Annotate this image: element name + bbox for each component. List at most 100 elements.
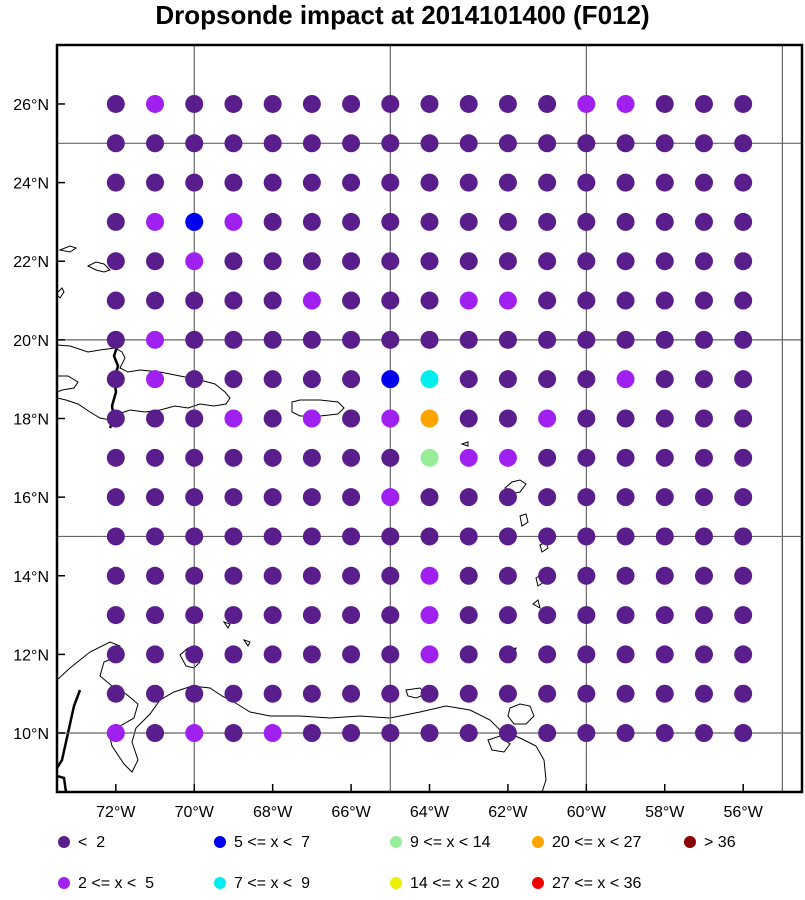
impact-point <box>538 94 557 113</box>
impact-point <box>498 212 517 231</box>
legend-item: 20 <= x < 27 <box>532 834 641 852</box>
impact-point <box>381 606 400 625</box>
impact-point <box>694 448 713 467</box>
impact-point <box>381 252 400 271</box>
impact-point <box>616 645 635 664</box>
impact-point <box>302 684 321 703</box>
impact-point <box>342 134 361 153</box>
legend-item: > 36 <box>684 834 736 852</box>
impact-point <box>655 370 674 389</box>
legend-dot-icon <box>532 876 544 889</box>
impact-point <box>185 566 204 585</box>
impact-point <box>302 527 321 546</box>
impact-point <box>185 173 204 192</box>
impact-point <box>381 527 400 546</box>
impact-point <box>263 252 282 271</box>
impact-point <box>459 488 478 507</box>
impact-point <box>655 724 674 743</box>
impact-point <box>616 134 635 153</box>
impact-point <box>616 566 635 585</box>
impact-point <box>263 448 282 467</box>
impact-point <box>538 448 557 467</box>
impact-point <box>694 291 713 310</box>
impact-point <box>302 448 321 467</box>
impact-point <box>342 488 361 507</box>
impact-point <box>498 566 517 585</box>
impact-point <box>106 488 125 507</box>
impact-point <box>263 527 282 546</box>
legend-item: 2 <= x < 5 <box>58 875 154 893</box>
impact-point <box>342 645 361 664</box>
impact-point <box>342 370 361 389</box>
impact-point <box>263 566 282 585</box>
impact-point <box>655 566 674 585</box>
impact-point <box>224 291 243 310</box>
impact-point <box>616 252 635 271</box>
impact-point <box>734 94 753 113</box>
impact-point <box>577 370 596 389</box>
impact-point <box>655 488 674 507</box>
lat-tick-label: 14°N <box>13 569 49 586</box>
impact-point <box>694 566 713 585</box>
impact-point <box>616 330 635 349</box>
impact-point <box>616 94 635 113</box>
impact-point <box>302 566 321 585</box>
impact-point <box>381 291 400 310</box>
impact-point <box>655 684 674 703</box>
impact-point <box>577 645 596 664</box>
impact-point <box>106 134 125 153</box>
impact-point <box>498 606 517 625</box>
impact-point <box>498 724 517 743</box>
impact-point <box>302 134 321 153</box>
impact-point <box>577 488 596 507</box>
impact-point <box>106 606 125 625</box>
coastline-island <box>57 287 65 299</box>
impact-point <box>498 173 517 192</box>
impact-point <box>538 409 557 428</box>
impact-point <box>498 409 517 428</box>
impact-point <box>577 212 596 231</box>
impact-point <box>694 330 713 349</box>
lat-tick-label: 10°N <box>13 726 49 743</box>
impact-point <box>694 684 713 703</box>
impact-point <box>420 566 439 585</box>
legend-dot-icon <box>532 835 544 848</box>
legend-label: > 36 <box>704 834 736 851</box>
coastline-island <box>519 513 529 527</box>
impact-point <box>185 291 204 310</box>
impact-point <box>106 330 125 349</box>
legend-dot-icon <box>684 835 696 848</box>
impact-point <box>616 606 635 625</box>
lat-tick-label: 18°N <box>13 412 49 429</box>
legend-dot-icon <box>390 835 402 848</box>
coastline-layer <box>57 245 549 792</box>
impact-point <box>106 409 125 428</box>
impact-point <box>538 684 557 703</box>
legend-dot-icon <box>58 835 70 848</box>
lon-tick-label: 68°W <box>253 804 293 821</box>
impact-point <box>106 566 125 585</box>
coastline-paria <box>487 735 511 753</box>
impact-point <box>185 724 204 743</box>
impact-point <box>420 212 439 231</box>
impact-point <box>498 684 517 703</box>
impact-point <box>224 448 243 467</box>
impact-point <box>498 330 517 349</box>
impact-point <box>694 724 713 743</box>
legend-label: 27 <= x < 36 <box>552 875 642 892</box>
impact-point <box>655 409 674 428</box>
impact-point <box>459 330 478 349</box>
impact-point <box>381 134 400 153</box>
legend-label: 9 <= x < 14 <box>410 834 491 851</box>
impact-point <box>694 212 713 231</box>
impact-point <box>342 252 361 271</box>
impact-point <box>381 684 400 703</box>
impact-point <box>616 684 635 703</box>
impact-point <box>655 330 674 349</box>
impact-point <box>459 212 478 231</box>
impact-point <box>577 527 596 546</box>
impact-point <box>420 173 439 192</box>
impact-point <box>577 684 596 703</box>
impact-point <box>734 252 753 271</box>
lon-tick-label: 66°W <box>331 804 371 821</box>
